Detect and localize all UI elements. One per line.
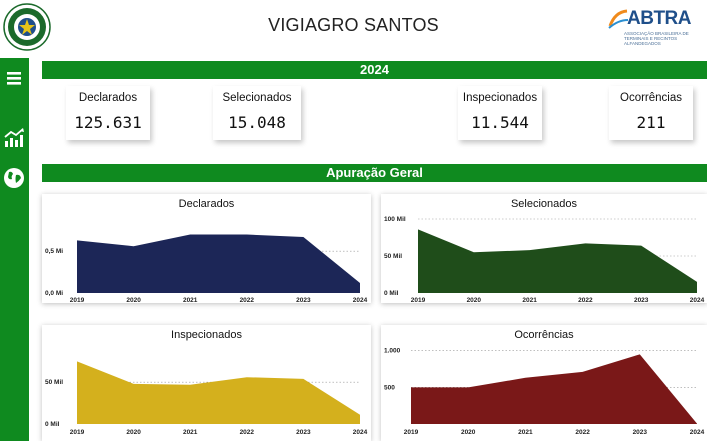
y-tick-label: 100 Mil: [384, 216, 406, 223]
x-tick-label: 2020: [126, 429, 141, 436]
chart-inspecionados: 0 Mil 50 Mil 2019 2020 2021 2022 2023 2024: [45, 361, 368, 436]
x-tick-label: 2024: [353, 297, 368, 303]
abtra-logo-subtitle: ASSOCIAÇÃO BRASILEIRA DE TERMINAIS E REC…: [624, 31, 689, 46]
x-tick-label: 2019: [411, 297, 426, 303]
y-tick-label: 500: [384, 384, 395, 391]
x-tick-label: 2023: [634, 297, 649, 303]
x-tick-label: 2023: [296, 429, 311, 436]
chart-panel-declarados: Declarados 0,0 Mi 0,5 Mi 2019 2020 2021 2022 2…: [42, 194, 371, 303]
x-tick-label: 2020: [467, 297, 482, 303]
chart-panel-ocorrencias: Ocorrências 500 1.000 2019 2020 2021 2022 2023…: [381, 325, 707, 441]
x-tick-label: 2021: [183, 429, 198, 436]
header: VIGIAGRO SANTOS ABTRA ASSOCIAÇÃO BRASILE…: [0, 0, 707, 58]
kpi-value: 211: [636, 113, 666, 132]
x-tick-label: 2022: [578, 297, 593, 303]
chart-icon[interactable]: [2, 126, 26, 150]
y-tick-label: 0 Mil: [384, 290, 399, 297]
y-tick-label: 0 Mil: [45, 421, 60, 428]
sidebar: [0, 58, 29, 441]
year-band: 2024: [42, 61, 707, 79]
x-tick-label: 2022: [240, 429, 255, 436]
chart-title: Declarados: [178, 198, 235, 210]
kpi-value: 15.048: [228, 113, 286, 132]
y-tick-label: 0,5 Mi: [45, 248, 63, 255]
globe-icon[interactable]: [2, 166, 26, 190]
section-band: Apuração Geral: [42, 164, 707, 182]
page-title: VIGIAGRO SANTOS: [268, 15, 439, 35]
kpi-selecionados: Selecionados 15.048: [213, 86, 301, 140]
menu-icon[interactable]: [2, 66, 26, 90]
chart-panel-inspecionados: Inspecionados 0 Mil 50 Mil 2019 2020 2021 202…: [42, 325, 371, 441]
x-tick-label: 2024: [690, 429, 705, 436]
area-series: [77, 234, 360, 293]
x-tick-label: 2022: [575, 429, 590, 436]
x-tick-label: 2021: [183, 297, 198, 303]
kpi-inspecionados: Inspecionados 11.544: [458, 86, 542, 140]
area-series: [411, 354, 697, 424]
y-tick-label: 50 Mil: [45, 379, 63, 386]
chart-panel-selecionados: Selecionados 0 Mil 50 Mil 100 Mil 2019 2020 2…: [381, 194, 707, 303]
chart-ocorrencias: 500 1.000 2019 2020 2021 2022 2023 2024: [384, 348, 705, 436]
chart-title: Selecionados: [510, 198, 578, 210]
area-series: [77, 361, 360, 424]
kpi-value: 11.544: [471, 113, 529, 132]
x-tick-label: 2019: [70, 429, 85, 436]
abtra-swoosh-icon: [608, 9, 629, 29]
x-tick-label: 2021: [518, 429, 533, 436]
chart-title: Ocorrências: [514, 329, 574, 341]
x-tick-label: 2019: [70, 297, 85, 303]
x-tick-label: 2023: [633, 429, 648, 436]
x-tick-label: 2022: [240, 297, 255, 303]
x-tick-label: 2024: [353, 429, 368, 436]
kpi-ocorrencias: Ocorrências 211: [609, 86, 693, 140]
abtra-logo-text: ABTRA: [627, 8, 692, 29]
kpi-label: Inspecionados: [462, 92, 538, 104]
y-tick-label: 50 Mil: [384, 253, 402, 260]
kpi-declarados: Declarados 125.631: [66, 86, 150, 140]
x-tick-label: 2023: [296, 297, 311, 303]
chart-selecionados: 0 Mil 50 Mil 100 Mil 2019 2020 2021 2022 2023 20…: [384, 216, 705, 303]
kpi-label: Declarados: [78, 92, 138, 104]
x-tick-label: 2019: [404, 429, 419, 436]
chart-title: Inspecionados: [171, 329, 242, 341]
y-tick-label: 1.000: [384, 348, 401, 355]
kpi-value: 125.631: [74, 113, 142, 132]
ministry-seal-icon: [3, 3, 51, 51]
x-tick-label: 2021: [522, 297, 537, 303]
chart-declarados: 0,0 Mi 0,5 Mi 2019 2020 2021 2022 2023 2024: [45, 234, 368, 303]
x-tick-label: 2024: [690, 297, 705, 303]
kpi-label: Ocorrências: [620, 92, 682, 104]
area-series: [418, 229, 697, 293]
x-tick-label: 2020: [461, 429, 476, 436]
kpi-label: Selecionados: [222, 92, 292, 104]
x-tick-label: 2020: [126, 297, 141, 303]
y-tick-label: 0,0 Mi: [45, 290, 63, 297]
abtra-logo: ABTRA ASSOCIAÇÃO BRASILEIRA DE TERMINAIS…: [607, 8, 703, 48]
